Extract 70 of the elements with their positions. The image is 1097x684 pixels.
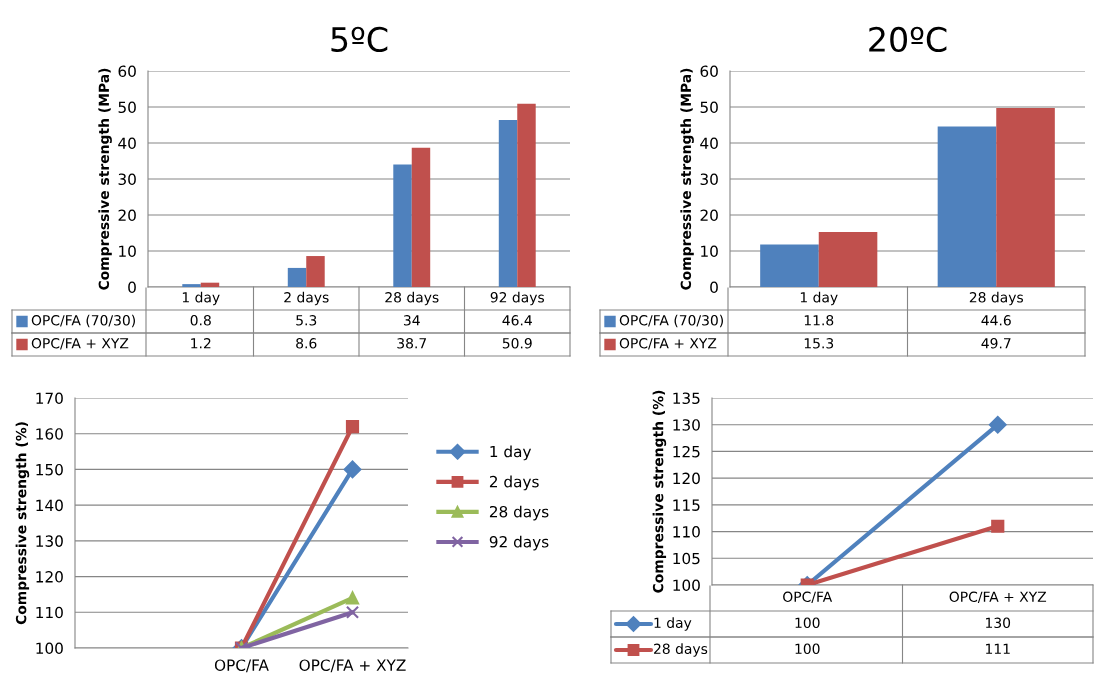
y-tick-label: 100 <box>36 642 63 655</box>
y-tick-label: 60 <box>700 65 718 78</box>
data-label: 46.4 <box>502 315 532 326</box>
y-tick-label: 105 <box>673 552 700 565</box>
y-tick-label: 110 <box>36 606 63 619</box>
y-tick-label: 115 <box>673 499 700 511</box>
x-tick-label: 28 days <box>969 291 1024 306</box>
y-tick-label: 0 <box>128 281 136 294</box>
y-tick-label: 10 <box>701 245 718 258</box>
y-tick-label: 0 <box>710 281 718 294</box>
y-tick-label: 40 <box>700 137 718 150</box>
x-tick-label: 28 days <box>385 291 439 306</box>
y-tick-label: 50 <box>700 101 718 114</box>
legend-label: 28 days <box>489 505 549 521</box>
data-label: 1.2 <box>191 338 211 349</box>
y-tick-label: 20 <box>700 209 718 222</box>
y-tick-label: 120 <box>673 472 700 485</box>
data-label: 130 <box>986 617 1011 629</box>
y-tick-label: 100 <box>673 579 700 592</box>
y-tick-label: 40 <box>118 137 136 150</box>
legend-label: OPC/FA (70/30) <box>31 314 135 328</box>
y-tick-label: 170 <box>36 392 63 405</box>
legend-label: OPC/FA + XYZ <box>619 338 717 350</box>
data-label: 38.7 <box>397 338 427 349</box>
y-axis-title: Compressive strength (%) <box>652 390 667 593</box>
legend-label: 1 day <box>490 445 532 461</box>
y-axis-title: Compressive strength (MPa) <box>680 68 694 290</box>
data-label: 5.3 <box>296 315 317 326</box>
legend-label: OPC/FA (70/30) <box>619 314 723 328</box>
legend-label: 2 days <box>489 475 539 491</box>
y-tick-label: 30 <box>700 173 718 186</box>
y-tick-label: 10 <box>119 245 136 258</box>
data-label: 100 <box>795 617 820 629</box>
y-tick-label: 30 <box>118 173 136 186</box>
y-tick-label: 50 <box>118 101 136 114</box>
y-tick-label: 130 <box>36 535 63 547</box>
y-tick-label: 140 <box>36 499 63 512</box>
legend-label: OPC/FA + XYZ <box>31 338 129 350</box>
y-axis-title: Compressive strength (MPa) <box>98 68 112 290</box>
y-axis-title: Compressive strength (%) <box>15 422 30 625</box>
x-tick-label: 92 days <box>490 291 545 306</box>
y-tick-label: 20 <box>118 209 136 222</box>
y-tick-label: 110 <box>673 526 700 538</box>
x-tick-label: OPC/FA <box>214 659 269 673</box>
x-tick-label: 1 day <box>800 291 838 306</box>
data-label: 50.9 <box>502 338 532 349</box>
y-tick-label: 60 <box>118 65 136 78</box>
data-label: 44.6 <box>981 315 1011 326</box>
y-tick-label: 160 <box>36 428 63 440</box>
data-label: 8.6 <box>296 338 317 349</box>
x-tick-label: 1 day <box>182 291 220 306</box>
data-label: 11.8 <box>804 315 834 326</box>
chart-title: 20ºC <box>869 26 947 53</box>
x-tick-label: 2 days <box>284 291 329 306</box>
data-label: 34 <box>403 315 420 326</box>
y-tick-label: 125 <box>673 445 700 458</box>
data-label: 49.7 <box>981 338 1011 349</box>
data-label: 15.3 <box>804 338 834 349</box>
data-label: 0.8 <box>190 315 211 326</box>
x-tick-label: OPC/FA <box>783 591 833 604</box>
data-label: 111 <box>986 643 1010 654</box>
y-tick-label: 120 <box>36 571 63 583</box>
y-tick-label: 130 <box>673 419 700 431</box>
data-label: 100 <box>795 643 820 655</box>
y-tick-label: 135 <box>673 392 700 405</box>
legend-label: 28 days <box>654 643 708 657</box>
legend-label: 92 days <box>489 535 549 551</box>
chart-title: 5ºC <box>331 26 388 53</box>
legend-label: 1 day <box>654 617 692 631</box>
y-tick-label: 150 <box>36 463 63 476</box>
